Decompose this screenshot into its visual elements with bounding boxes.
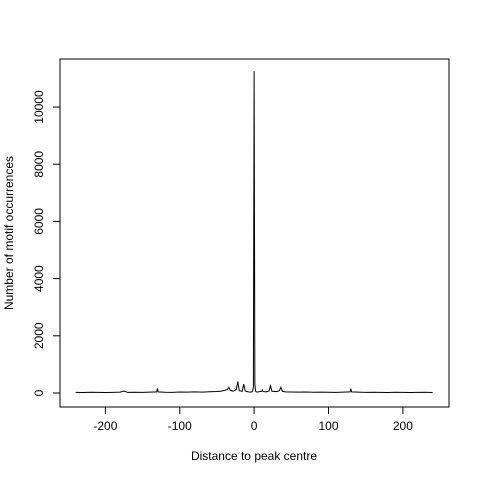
x-tick-label: 0 <box>251 419 258 433</box>
x-tick-label: 200 <box>393 419 413 433</box>
y-tick-label: 10000 <box>32 90 46 124</box>
x-axis-label: Distance to peak centre <box>191 449 317 463</box>
y-tick-label: 6000 <box>32 208 46 235</box>
y-tick-label: 4000 <box>32 265 46 292</box>
y-tick-label: 8000 <box>32 151 46 178</box>
x-tick-label: 100 <box>318 419 338 433</box>
y-tick-label: 0 <box>32 389 46 396</box>
y-tick-label: 2000 <box>32 322 46 349</box>
x-tick-label: -100 <box>168 419 192 433</box>
y-axis-label: Number of motif occurrences <box>2 156 16 310</box>
x-tick-label: -200 <box>93 419 117 433</box>
data-line <box>75 71 433 394</box>
